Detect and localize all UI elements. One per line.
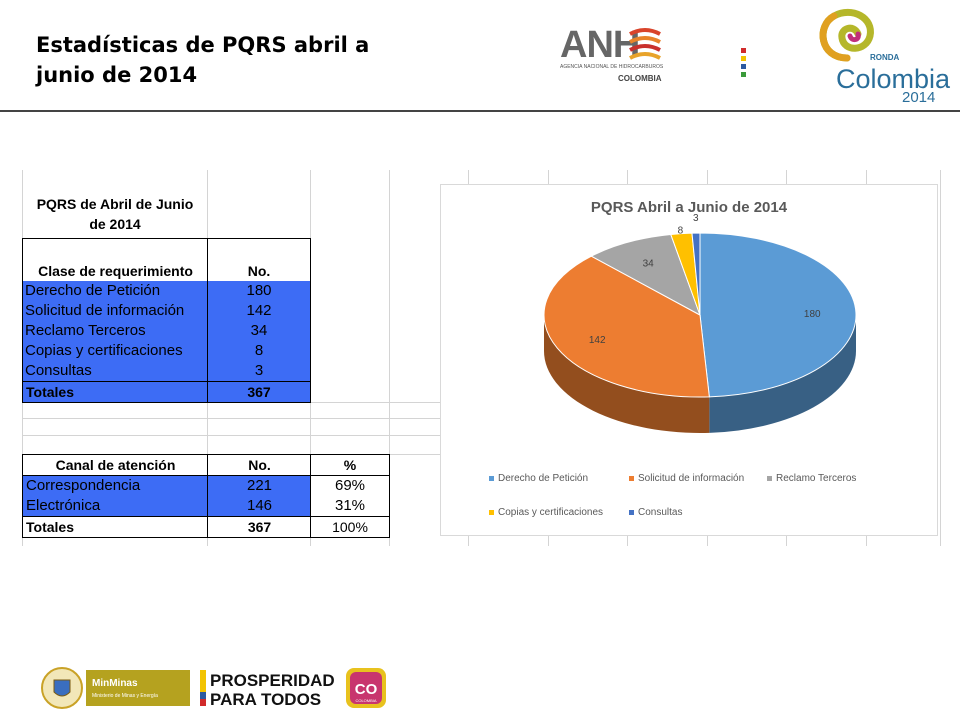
table2-total-value: 367 <box>207 516 311 538</box>
legend-swatch <box>767 476 772 481</box>
legend-label: Derecho de Petición <box>498 473 588 484</box>
table1-row-value: 180 <box>207 281 311 301</box>
table1-row-value: 3 <box>207 361 311 381</box>
pie-data-label: 142 <box>589 335 606 346</box>
chart-legend: Derecho de Petición Solicitud de informac… <box>489 473 856 518</box>
pie-data-label: 8 <box>678 226 684 237</box>
slide-title-line2: junio de 2014 <box>36 63 198 87</box>
pie-slice <box>691 232 701 316</box>
pie-chart-panel: PQRS Abril a Junio de 2014 180 142 34 8 3 De… <box>440 184 938 536</box>
ronda-year: 2014 <box>902 89 936 106</box>
anh-logo-subtitle: AGENCIA NACIONAL DE HIDROCARBUROS <box>560 64 664 70</box>
table2-row-value: 221 <box>207 476 311 496</box>
chart-title: PQRS Abril a Junio de 2014 <box>591 199 788 216</box>
table1-row-value: 34 <box>207 321 311 341</box>
anh-logo-text: ANH <box>560 24 640 66</box>
legend-label: Solicitud de información <box>638 473 744 484</box>
spiral-icon <box>819 8 874 62</box>
pie-slice <box>699 232 857 398</box>
table2-col-channel: Canal de atención <box>22 454 208 476</box>
table2-col-pct: % <box>310 454 390 476</box>
footer-logo-strip: MinMinas Ministerio de Minas y Energía P… <box>41 667 386 709</box>
table1-row-value: 8 <box>207 341 311 361</box>
pie-data-labels: 180 142 34 83 <box>589 213 821 346</box>
legend-swatch <box>629 476 634 481</box>
minminas-subtitle: Ministerio de Minas y Energía <box>92 693 158 699</box>
anh-flame-icon <box>629 28 661 60</box>
slide-title: Estadísticas de PQRS abril a junio de 20… <box>36 30 456 90</box>
legend-label: Reclamo Terceros <box>776 473 856 484</box>
anh-logo-country: COLOMBIA <box>618 74 662 83</box>
legend-label: Consultas <box>638 507 682 518</box>
table1-row-label: Reclamo Terceros <box>22 321 208 341</box>
table2-row-label: Correspondencia <box>22 476 208 496</box>
slide-title-line1: Estadísticas de PQRS abril a <box>36 33 370 57</box>
table2-col-no: No. <box>207 454 311 476</box>
co-subtext: COLOMBIA <box>355 698 376 703</box>
prosperidad-line1: PROSPERIDAD <box>210 671 335 690</box>
pie-sides <box>544 315 856 433</box>
pie-side-0 <box>709 315 856 433</box>
table1-title: PQRS de Abril de Junio de 2014 <box>22 190 208 238</box>
minminas-title: MinMinas <box>92 678 138 689</box>
pie-side-1 <box>544 315 710 433</box>
table1-title-line2: de 2014 <box>89 216 141 232</box>
legend-swatch <box>489 510 494 515</box>
pie-data-label: 3 <box>693 213 699 224</box>
table2-total-label: Totales <box>22 516 208 538</box>
ronda-word: RONDA <box>870 53 900 62</box>
table1-col-no: No. <box>207 238 311 282</box>
co-text: CO <box>355 681 378 698</box>
ronda-colombia-name: Colombia <box>836 64 951 94</box>
legend-label: Copias y certificaciones <box>498 507 603 518</box>
table1-row-value: 142 <box>207 301 311 321</box>
pie-data-label: 180 <box>804 309 821 320</box>
legend-swatch <box>629 510 634 515</box>
table2-row-value: 146 <box>207 496 311 516</box>
pie-data-label: 34 <box>643 259 655 270</box>
pie-slice <box>543 255 710 398</box>
anh-logo: ANH AGENCIA NACIONAL DE HIDROCARBUROS CO… <box>556 20 664 86</box>
table1-total-label: Totales <box>22 381 208 403</box>
prosperidad-line2: PARA TODOS <box>210 690 321 709</box>
table2-row-pct: 31% <box>310 496 390 516</box>
color-dots-divider <box>741 48 747 84</box>
table1-row-label: Consultas <box>22 361 208 381</box>
table2-row-pct: 69% <box>310 476 390 496</box>
title-divider <box>0 110 960 112</box>
table1-col-type: Clase de requerimiento <box>22 238 208 282</box>
pie-chart: PQRS Abril a Junio de 2014 180 142 34 83 De… <box>489 199 857 518</box>
table1-row-label: Solicitud de información <box>22 301 208 321</box>
table1-total-value: 367 <box>207 381 311 403</box>
table1-row-label: Copias y certificaciones <box>22 341 208 361</box>
ronda-colombia-logo: RONDA Colombia 2014 <box>806 6 950 106</box>
footer-logos: MinMinas Ministerio de Minas y Energía P… <box>40 664 400 712</box>
legend-swatch <box>489 476 494 481</box>
pie-slices <box>543 232 857 398</box>
minminas-logo <box>86 670 190 706</box>
table2-total-pct: 100% <box>310 516 390 538</box>
table1-title-line1: PQRS de Abril de Junio <box>36 196 194 212</box>
table2-row-label: Electrónica <box>22 496 208 516</box>
table1-row-label: Derecho de Petición <box>22 281 208 301</box>
pie-slice <box>590 233 701 317</box>
